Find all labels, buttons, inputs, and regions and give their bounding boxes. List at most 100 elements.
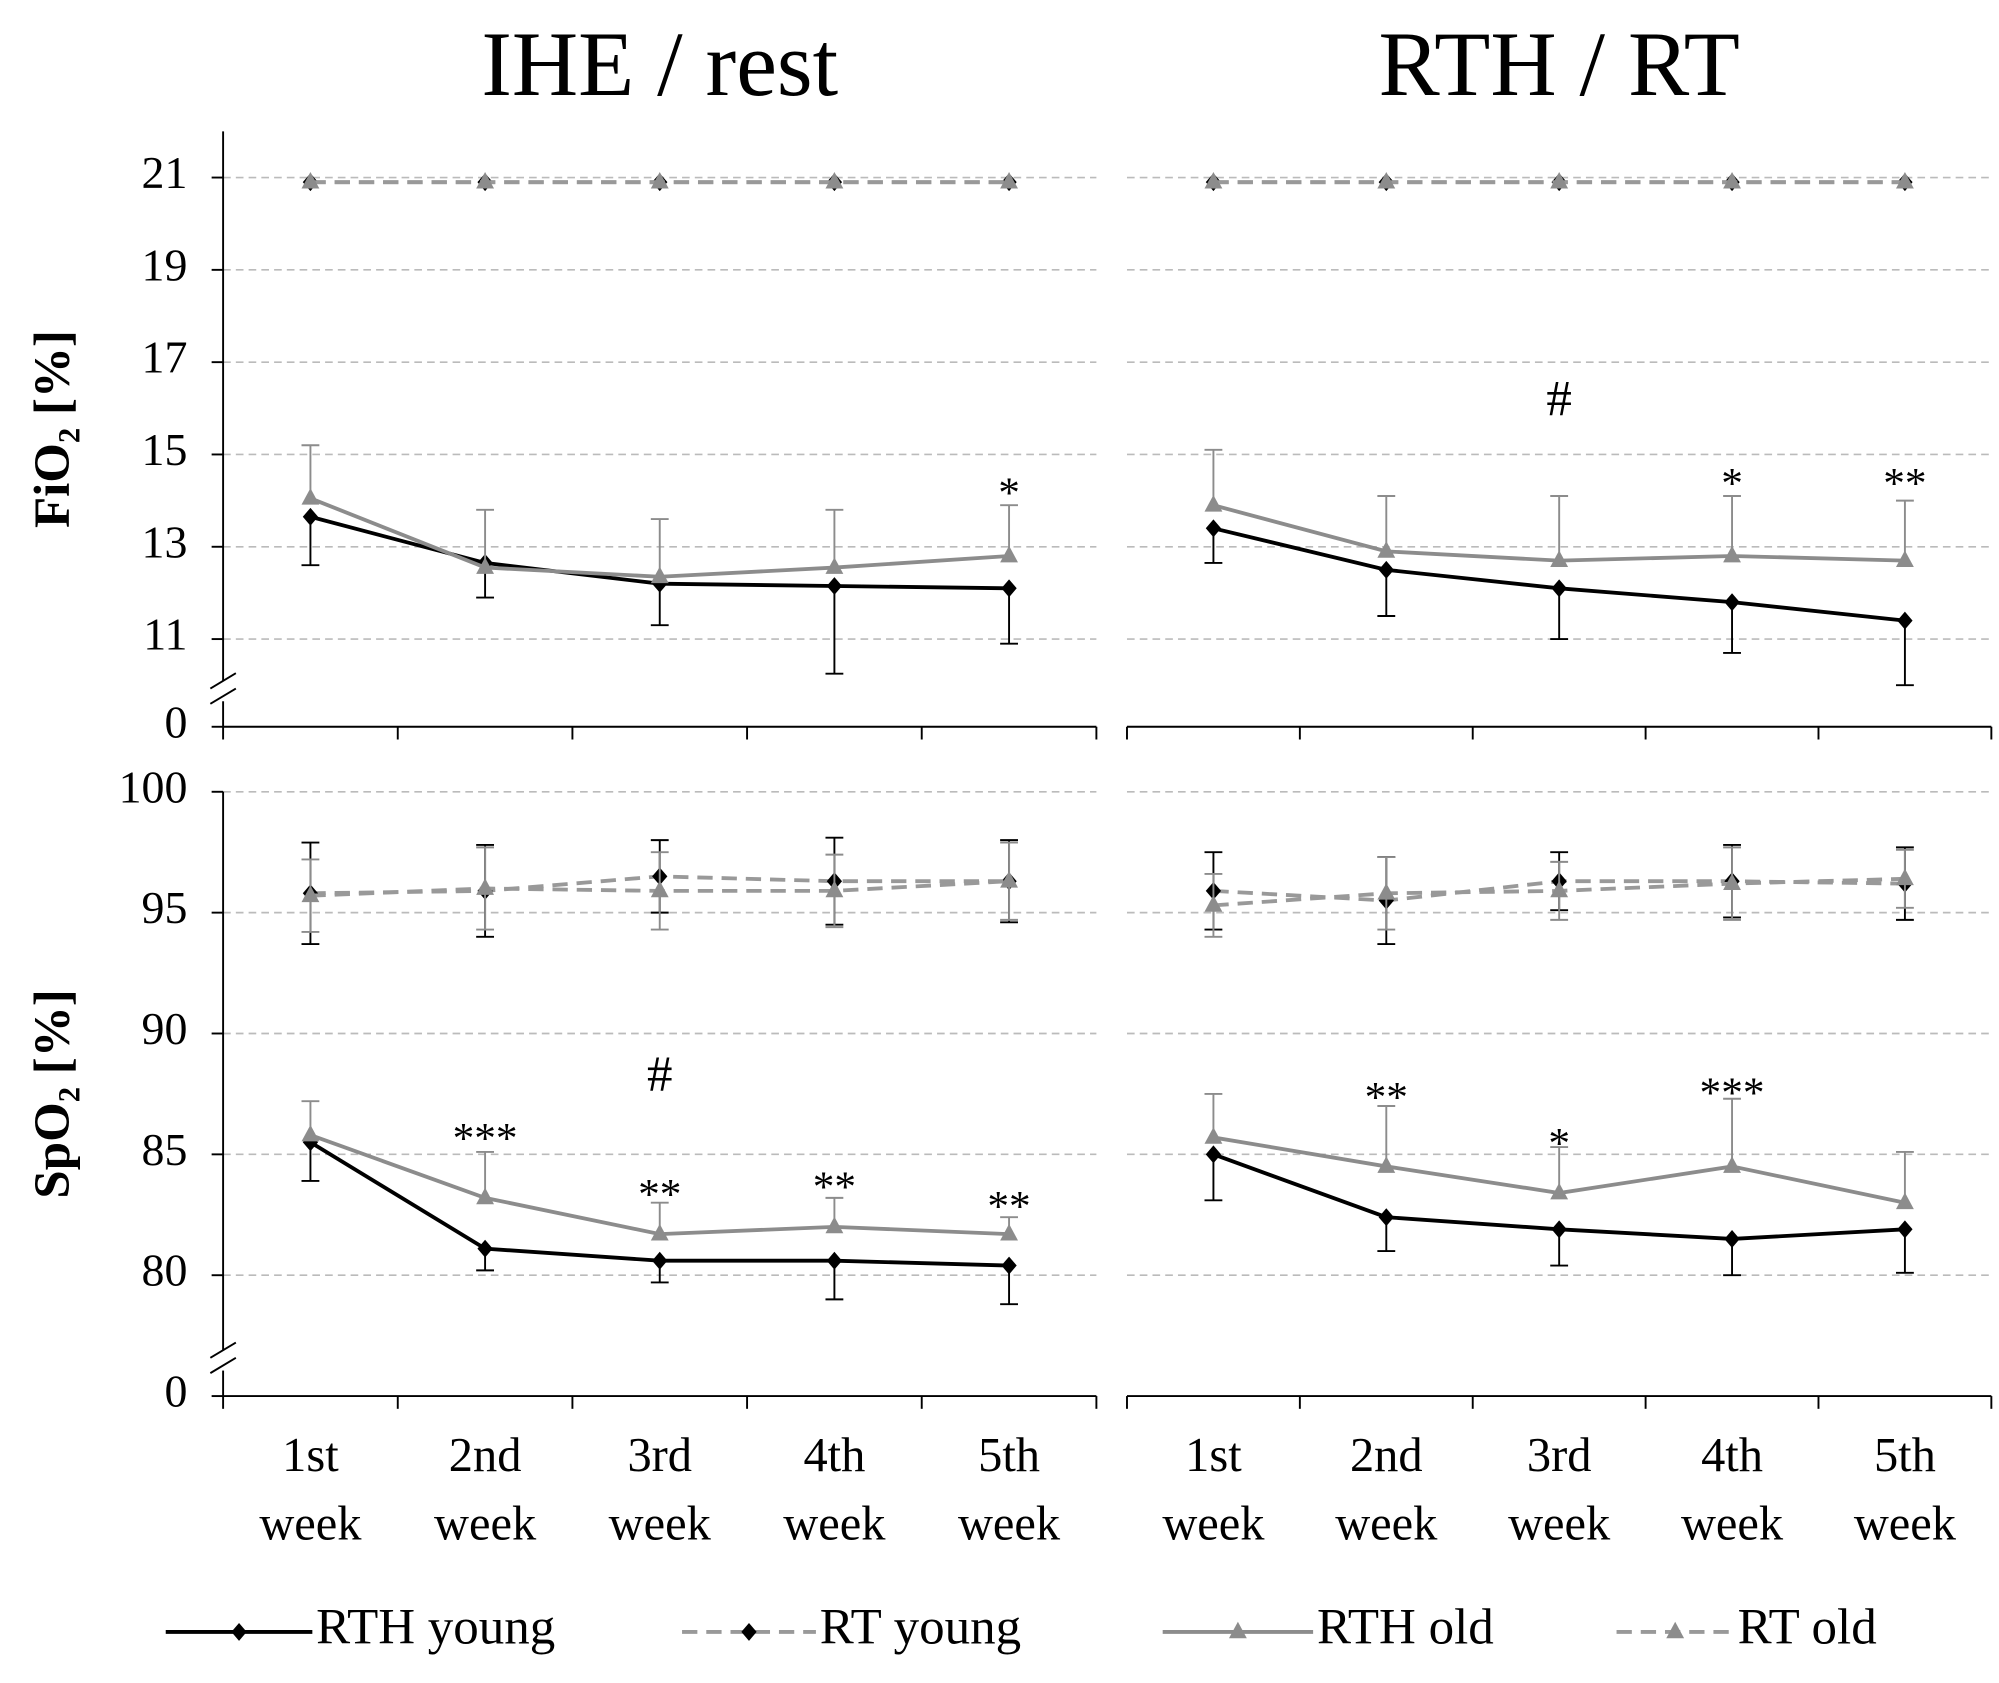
axis-break	[209, 1341, 237, 1359]
marker	[301, 488, 320, 505]
x-tick-label: 1st week	[259, 1429, 362, 1551]
marker	[1550, 171, 1569, 189]
x-tick-label: 5th week	[958, 1429, 1061, 1551]
marker	[301, 1124, 320, 1142]
x-tick-label: 1st week	[1162, 1429, 1265, 1551]
x-tick-label-line: week	[958, 1498, 1061, 1551]
x-tick-label: 2nd week	[1335, 1429, 1438, 1551]
marker	[1001, 1256, 1017, 1275]
marker	[477, 1239, 493, 1258]
y-tick-label: 95	[142, 882, 188, 933]
y-tick-label: 21	[142, 147, 188, 198]
axis-break	[209, 1357, 237, 1374]
marker	[1895, 171, 1914, 189]
marker	[302, 507, 319, 526]
marker	[825, 171, 844, 189]
marker	[476, 1187, 495, 1205]
marker	[650, 566, 669, 584]
y-tick-label: 0	[164, 696, 187, 747]
x-tick-label-line: week	[434, 1498, 537, 1551]
panel-title: RTH / RT	[1379, 13, 1740, 115]
x-tick-label-line: 1st	[282, 1429, 339, 1482]
x-tick-label-line: week	[783, 1498, 886, 1551]
marker	[1377, 883, 1396, 900]
legend-marker	[1228, 1621, 1247, 1639]
marker	[826, 577, 843, 595]
marker	[650, 880, 669, 898]
marker	[476, 171, 495, 189]
x-tick-label-line: week	[259, 1498, 362, 1551]
marker	[1897, 1220, 1913, 1239]
marker	[1377, 1156, 1396, 1173]
x-tick-label-line: 5th	[1874, 1429, 1936, 1482]
x-tick-label-line: 3rd	[627, 1429, 692, 1482]
marker	[825, 557, 844, 574]
axis-break	[209, 687, 237, 705]
marker	[1000, 871, 1018, 888]
axis-break	[209, 672, 237, 690]
x-tick-label-line: week	[1335, 1498, 1438, 1551]
marker	[1550, 1182, 1569, 1200]
x-tick-label-line: week	[609, 1498, 712, 1551]
panel-title: IHE / rest	[481, 13, 838, 115]
marker	[825, 880, 844, 898]
marker	[1724, 593, 1740, 612]
error-bar	[1000, 588, 1018, 645]
y-tick-label: 0	[164, 1366, 187, 1417]
x-tick-label: 2nd week	[434, 1429, 537, 1551]
error-bar	[1550, 495, 1569, 561]
marker	[1550, 880, 1569, 898]
x-tick-label-line: week	[1854, 1498, 1957, 1551]
marker	[1895, 868, 1914, 886]
x-tick-label-line: week	[1681, 1498, 1784, 1551]
y-tick-label: 15	[142, 424, 188, 475]
marker	[301, 885, 320, 903]
marker	[825, 1216, 844, 1234]
annotation: ***	[1700, 1069, 1765, 1117]
y-tick-label: 17	[142, 332, 188, 383]
y-axis-label: FiO₂ [%]	[25, 330, 81, 528]
marker	[1000, 1223, 1018, 1241]
marker	[1377, 171, 1396, 189]
marker	[650, 171, 669, 189]
y-axis-label: SpO₂ [%]	[25, 989, 81, 1198]
legend-label: RTH old	[1317, 1600, 1494, 1656]
error-bar	[1895, 620, 1914, 687]
marker	[1204, 895, 1223, 912]
marker	[1000, 171, 1018, 189]
x-tick-label-line: 5th	[978, 1429, 1040, 1482]
y-tick-label: 13	[142, 516, 188, 567]
marker	[1724, 1230, 1740, 1248]
marker	[1204, 1127, 1223, 1144]
error-bar	[825, 585, 844, 675]
legend-marker	[741, 1622, 757, 1641]
marker	[1378, 560, 1394, 579]
marker	[1001, 579, 1017, 598]
x-tick-label-line: 4th	[803, 1429, 865, 1482]
marker	[301, 171, 320, 189]
x-tick-label-line: week	[1508, 1498, 1611, 1551]
y-tick-label: 11	[143, 609, 187, 660]
x-tick-label-line: 1st	[1185, 1429, 1242, 1482]
marker	[1895, 1192, 1914, 1210]
annotation: *	[1548, 1120, 1570, 1168]
marker	[1723, 545, 1741, 563]
x-tick-label: 3rd week	[609, 1429, 712, 1551]
annotation: **	[1883, 460, 1926, 508]
marker	[1551, 579, 1567, 598]
marker	[1378, 1208, 1394, 1227]
x-tick-label-line: 3rd	[1527, 1429, 1592, 1482]
marker	[1723, 171, 1741, 189]
legend-label: RT young	[820, 1600, 1021, 1656]
marker	[1723, 1156, 1741, 1173]
marker	[476, 557, 495, 574]
marker	[1205, 519, 1222, 538]
legend-label: RTH young	[316, 1600, 555, 1656]
marker	[1897, 611, 1913, 630]
marker	[1204, 495, 1223, 512]
marker	[1550, 550, 1569, 567]
x-tick-label: 4th week	[1681, 1429, 1784, 1551]
x-tick-label: 3rd week	[1508, 1429, 1611, 1551]
y-tick-label: 85	[142, 1124, 188, 1175]
